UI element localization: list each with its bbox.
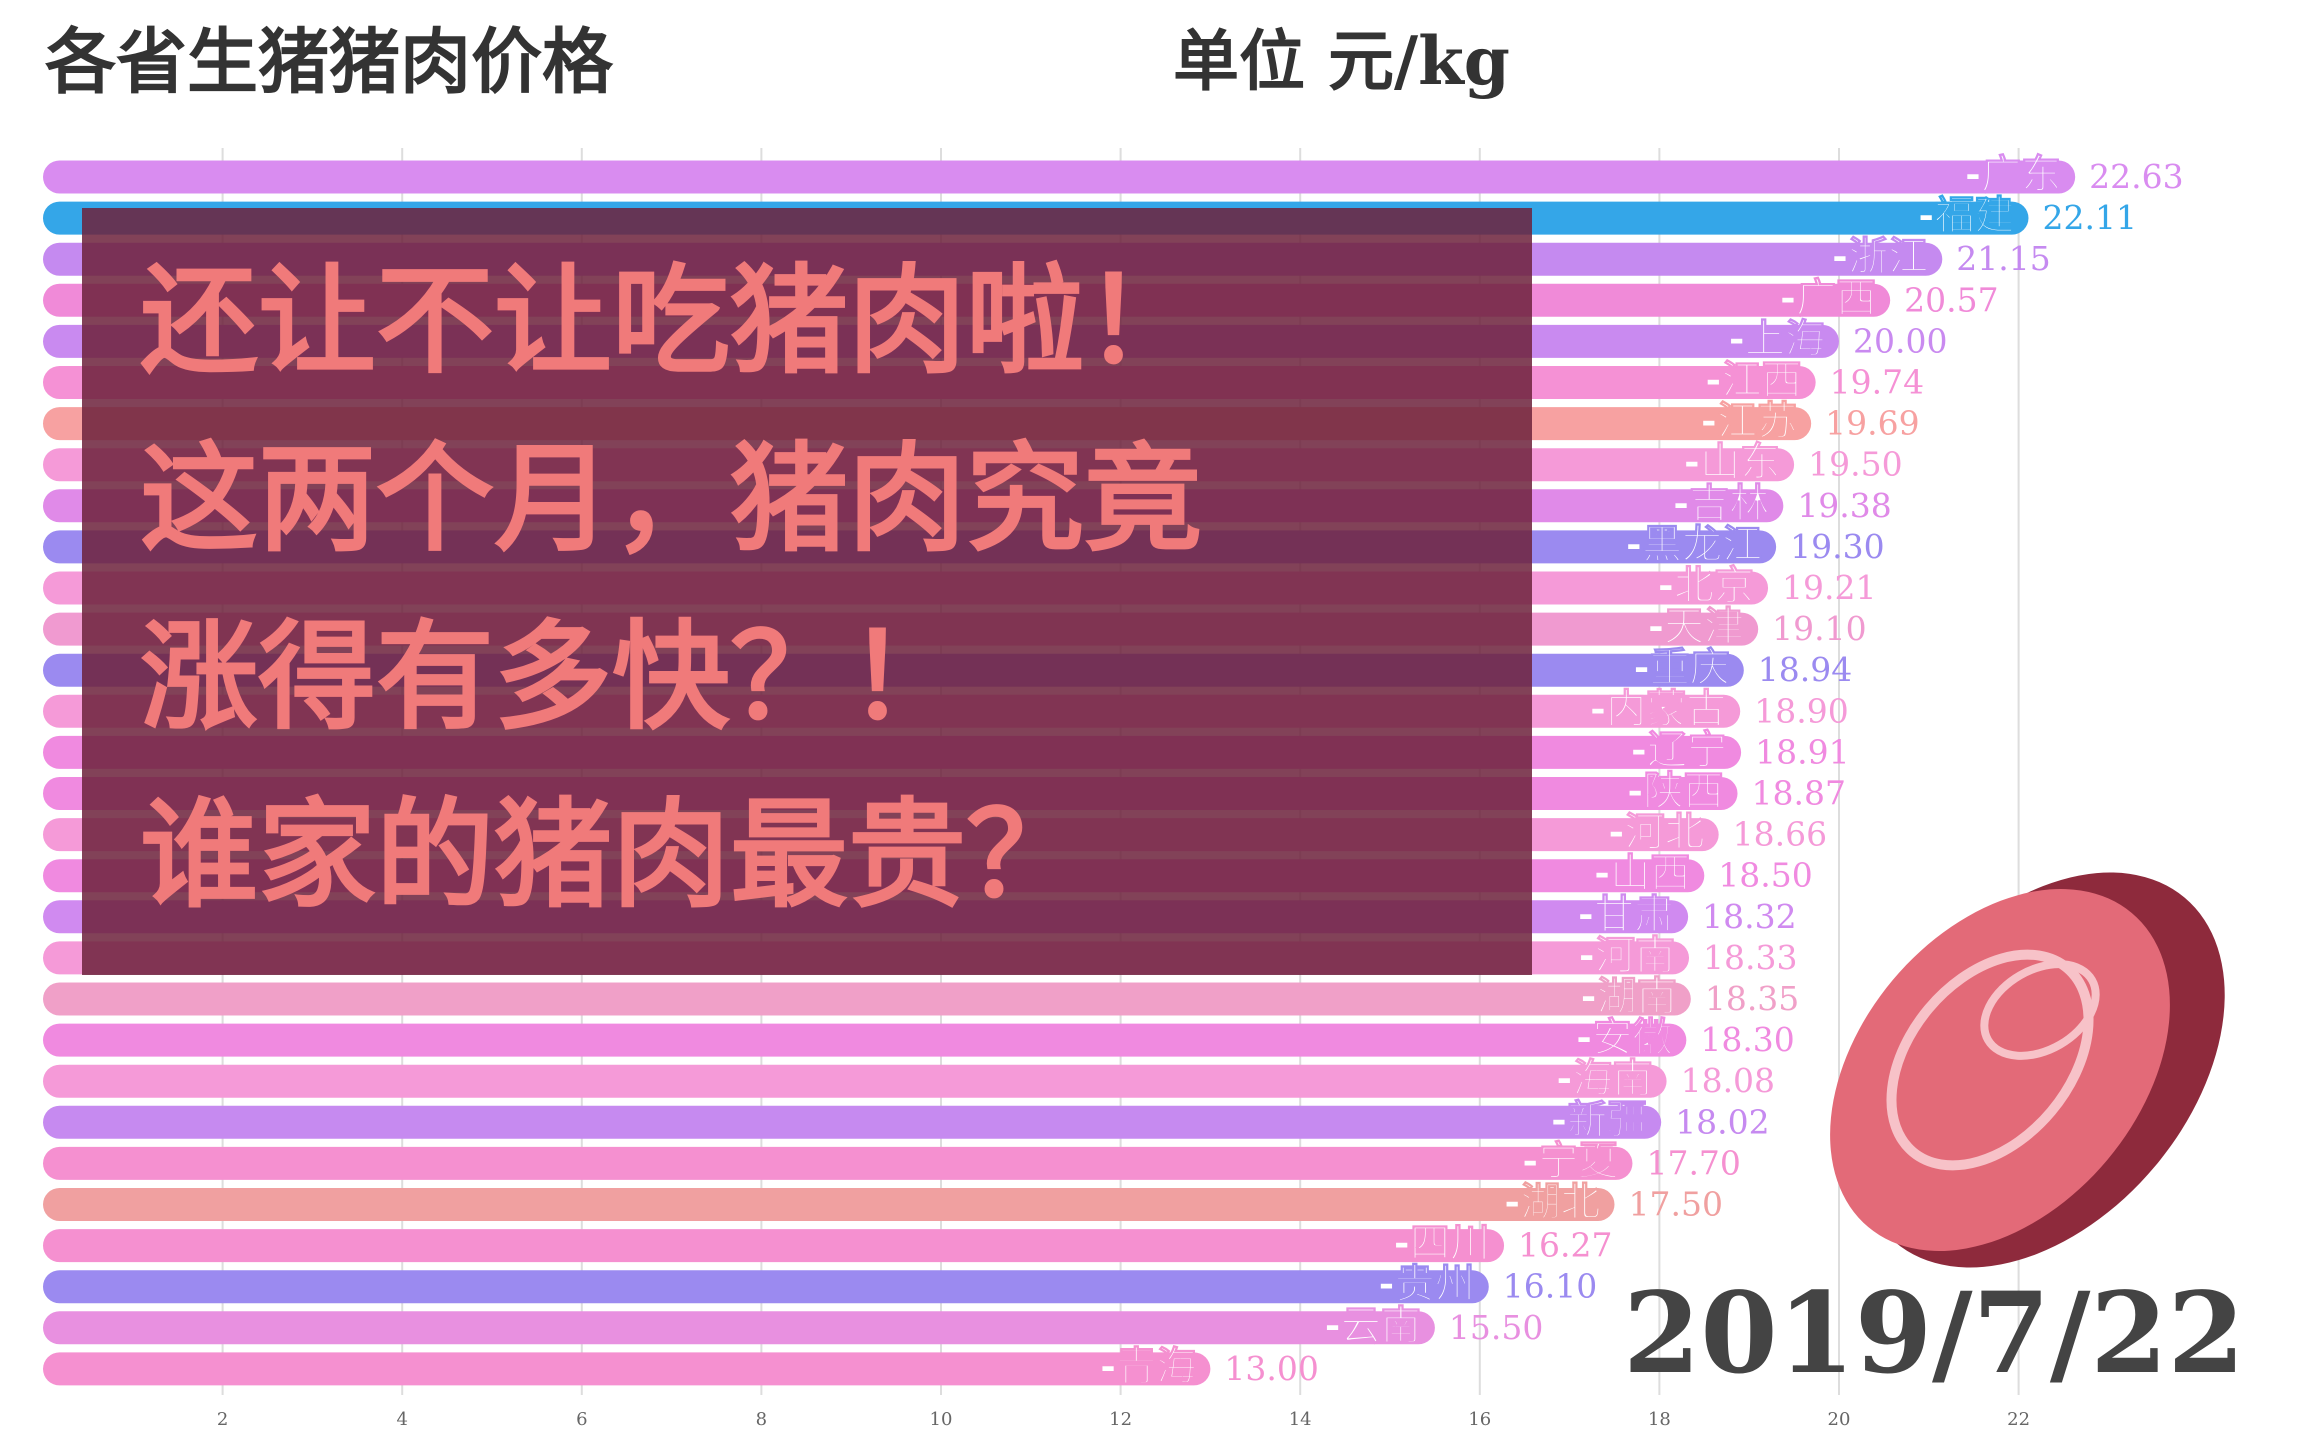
value-label: 19.10 xyxy=(1772,609,1866,648)
x-tick-label: 4 xyxy=(396,1409,407,1430)
category-label: -河南 xyxy=(1578,933,1675,979)
bar xyxy=(43,1146,1633,1180)
value-label: 18.66 xyxy=(1733,815,1827,854)
category-label: -浙江 xyxy=(1832,234,1929,280)
bar xyxy=(43,1270,1489,1304)
x-tick-label: 14 xyxy=(1289,1409,1312,1430)
value-label: 19.38 xyxy=(1797,486,1891,525)
chart-title: 各省生猪猪肉价格 xyxy=(45,21,614,104)
category-label: -北京 xyxy=(1657,563,1754,609)
value-label: 16.10 xyxy=(1503,1267,1597,1306)
category-label: -山东 xyxy=(1683,440,1780,486)
x-tick-label: 8 xyxy=(756,1409,767,1430)
value-label: 18.50 xyxy=(1718,856,1812,895)
category-label: -青海 xyxy=(1100,1344,1197,1390)
annotation-line: 这两个月，猪肉究竟 xyxy=(140,430,1202,568)
value-label: 18.32 xyxy=(1702,897,1796,936)
x-tick-label: 12 xyxy=(1109,1409,1132,1430)
value-label: 15.50 xyxy=(1449,1308,1543,1347)
category-label: -河北 xyxy=(1608,810,1705,856)
value-label: 22.63 xyxy=(2089,157,2183,196)
category-label: -广东 xyxy=(1965,152,2062,198)
x-tick-label: 2 xyxy=(217,1409,228,1430)
x-tick-label: 20 xyxy=(1828,1409,1851,1430)
value-label: 18.91 xyxy=(1755,732,1849,771)
bar xyxy=(43,160,2076,194)
x-tick-label: 18 xyxy=(1648,1409,1671,1430)
value-label: 19.30 xyxy=(1790,527,1884,566)
bar xyxy=(43,982,1691,1016)
value-label: 22.11 xyxy=(2042,198,2136,237)
value-label: 17.70 xyxy=(1646,1143,1740,1182)
category-label: -重庆 xyxy=(1633,645,1730,691)
value-label: 19.21 xyxy=(1782,568,1876,607)
value-label: 18.30 xyxy=(1700,1020,1794,1059)
category-label: -黑龙江 xyxy=(1626,522,1763,568)
x-tick-label: 10 xyxy=(930,1409,953,1430)
category-label: -陕西 xyxy=(1627,769,1724,815)
category-label: -四川 xyxy=(1393,1221,1490,1267)
category-label: -贵州 xyxy=(1378,1262,1475,1308)
category-label: -湖南 xyxy=(1580,974,1677,1020)
value-label: 21.15 xyxy=(1956,239,2050,278)
category-label: -云南 xyxy=(1324,1303,1421,1349)
category-label: -山西 xyxy=(1594,851,1691,897)
value-label: 19.69 xyxy=(1825,404,1919,443)
bar xyxy=(43,1105,1662,1139)
category-label: -辽宁 xyxy=(1631,727,1728,773)
category-label: -广西 xyxy=(1780,275,1877,321)
value-label: 18.02 xyxy=(1675,1102,1769,1141)
x-tick-label: 16 xyxy=(1468,1409,1491,1430)
bar xyxy=(43,1311,1435,1345)
value-label: 17.50 xyxy=(1629,1185,1723,1224)
category-label: -福建 xyxy=(1918,193,2015,239)
bar xyxy=(43,1023,1687,1057)
bar xyxy=(43,1064,1667,1098)
category-label: -宁夏 xyxy=(1522,1138,1620,1184)
date-label: 2019/7/22 xyxy=(1623,1269,2245,1399)
meat-illustration xyxy=(1830,872,2225,1268)
value-label: 20.00 xyxy=(1853,321,1947,360)
annotation-line: 还让不让吃猪肉啦！ xyxy=(140,252,1202,390)
category-label: -湖北 xyxy=(1504,1180,1601,1226)
category-label: -海南 xyxy=(1556,1056,1653,1102)
x-tick-label: 6 xyxy=(576,1409,587,1430)
category-label: -天津 xyxy=(1648,604,1745,650)
value-label: 18.35 xyxy=(1705,979,1799,1018)
value-label: 18.94 xyxy=(1758,650,1852,689)
bar xyxy=(43,1229,1505,1263)
category-label: -江西 xyxy=(1705,358,1802,404)
value-label: 20.57 xyxy=(1904,280,1998,319)
value-label: 19.50 xyxy=(1808,445,1902,484)
annotation-line: 谁家的猪肉最贵？ xyxy=(140,786,1084,924)
value-label: 18.33 xyxy=(1703,938,1797,977)
category-label: -甘肃 xyxy=(1578,892,1675,938)
category-label: -新疆 xyxy=(1551,1097,1648,1143)
bar xyxy=(43,1188,1615,1221)
overlay-panel xyxy=(82,208,1532,975)
value-label: 18.90 xyxy=(1754,691,1848,730)
value-label: 18.87 xyxy=(1752,774,1846,813)
category-label: -吉林 xyxy=(1673,481,1770,527)
category-label: -江苏 xyxy=(1701,399,1798,445)
x-tick-label: 22 xyxy=(2007,1409,2030,1430)
value-label: 19.74 xyxy=(1830,363,1924,402)
bar xyxy=(43,1352,1211,1386)
category-label: -内蒙古 xyxy=(1590,686,1727,732)
annotation-line: 涨得有多快？！ xyxy=(140,608,966,746)
category-label: -上海 xyxy=(1728,316,1825,362)
value-label: 13.00 xyxy=(1224,1349,1318,1388)
chart-subtitle: 单位 元/kg xyxy=(1173,22,1510,100)
value-label: 16.27 xyxy=(1518,1226,1612,1265)
category-label: -安徽 xyxy=(1576,1015,1674,1061)
value-label: 18.08 xyxy=(1681,1061,1775,1100)
